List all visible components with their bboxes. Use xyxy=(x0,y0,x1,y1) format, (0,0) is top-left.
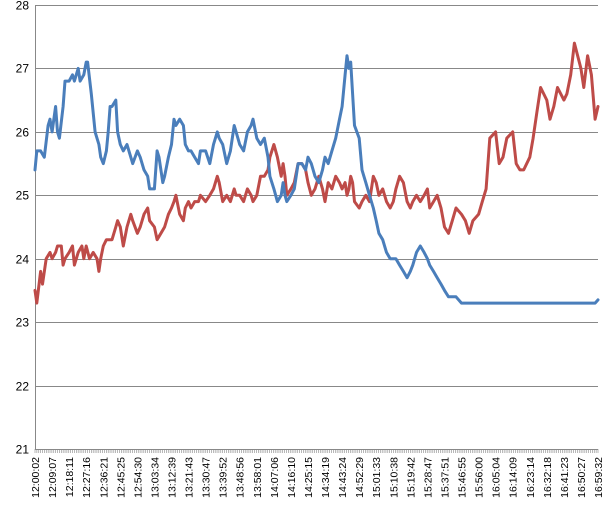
x-tick-label: 12:00:02 xyxy=(30,457,42,498)
x-tick-label: 13:03:34 xyxy=(149,457,161,498)
axes xyxy=(34,5,599,453)
x-tick-label: 12:18:11 xyxy=(64,457,76,497)
x-tick-label: 13:30:47 xyxy=(201,457,213,498)
y-axis-tick-labels: 21 22 23 24 25 26 27 28 xyxy=(16,0,30,457)
x-tick-label: 13:39:52 xyxy=(218,457,230,498)
x-tick-label: 13:48:56 xyxy=(235,457,247,498)
x-tick-label: 12:09:07 xyxy=(47,457,59,498)
y-tick-label: 27 xyxy=(16,62,30,76)
y-tick-label: 25 xyxy=(16,189,30,203)
x-tick-label: 13:21:43 xyxy=(184,457,196,498)
x-tick-label: 13:58:01 xyxy=(252,457,264,498)
x-tick-label: 15:19:42 xyxy=(405,457,417,498)
x-tick-label: 14:25:15 xyxy=(303,457,315,498)
x-tick-label: 12:27:16 xyxy=(81,457,93,498)
x-tick-label: 16:32:18 xyxy=(542,457,554,498)
x-tick-label: 15:28:47 xyxy=(422,457,434,498)
x-tick-label: 15:10:38 xyxy=(388,457,400,498)
x-tick-label: 12:54:30 xyxy=(132,457,144,498)
x-tick-label: 14:07:06 xyxy=(269,457,281,498)
x-tick-label: 14:43:24 xyxy=(337,457,349,498)
x-tick-label: 13:12:39 xyxy=(167,457,179,498)
x-tick-label: 12:45:25 xyxy=(115,457,127,498)
series-line-blue xyxy=(33,54,600,305)
series-lines xyxy=(33,41,600,305)
y-tick-label: 21 xyxy=(16,443,30,457)
x-tick-label: 12:36:21 xyxy=(98,457,110,498)
gridlines xyxy=(35,5,598,450)
x-tick-label: 16:59:32 xyxy=(593,457,605,498)
x-tick-label: 16:50:27 xyxy=(576,457,588,498)
x-tick-label: 16:05:04 xyxy=(491,457,503,498)
y-tick-label: 26 xyxy=(16,126,30,140)
x-tick-label: 16:14:09 xyxy=(508,457,520,498)
y-tick-label: 24 xyxy=(16,253,30,267)
x-tick-label: 15:01:33 xyxy=(371,457,383,498)
x-tick-label: 14:52:29 xyxy=(354,457,366,498)
x-tick-label: 16:23:14 xyxy=(525,457,537,498)
x-tick-label: 15:56:00 xyxy=(474,457,486,498)
x-tick-label: 14:34:19 xyxy=(320,457,332,498)
y-tick-label: 23 xyxy=(16,316,30,330)
x-tick-label: 14:16:10 xyxy=(286,457,298,498)
x-tick-label: 15:46:55 xyxy=(456,457,468,498)
x-tick-label: 16:41:23 xyxy=(559,457,571,498)
y-tick-label: 22 xyxy=(16,380,30,394)
series-line-red xyxy=(33,41,600,305)
x-axis-tick-labels: 12:00:02 12:09:07 12:18:11 12:27:16 12:36:21… xyxy=(30,457,605,498)
x-tick-label: 15:37:51 xyxy=(439,457,451,498)
y-tick-label: 28 xyxy=(16,0,30,13)
